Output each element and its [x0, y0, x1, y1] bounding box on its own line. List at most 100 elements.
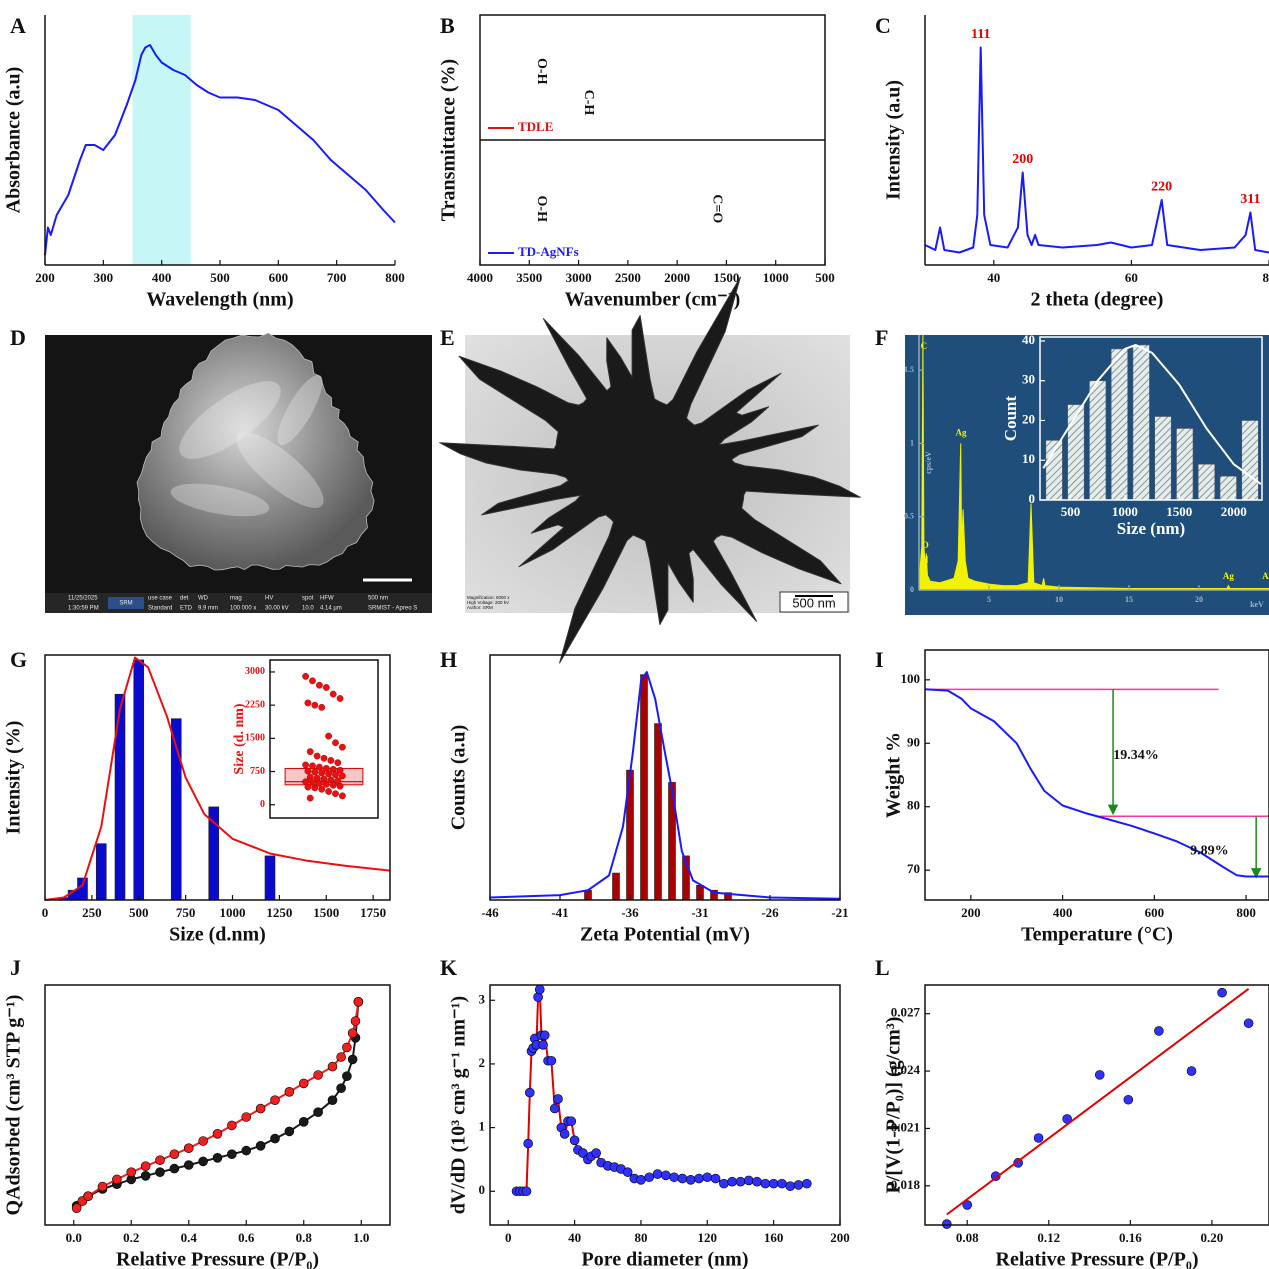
- x-tick-label: 80: [634, 1230, 647, 1245]
- micrograph-label: spot: [302, 596, 314, 602]
- x-tick-label: 1000: [220, 905, 246, 920]
- strip-point: [309, 677, 316, 685]
- data-point: [669, 1172, 679, 1183]
- x-axis-label: Relative Pressure (P/P₀): [996, 1249, 1199, 1269]
- strip-point: [315, 763, 323, 771]
- data-point: [347, 1054, 358, 1065]
- data-point: [255, 1141, 266, 1151]
- x-tick-label: 400: [152, 270, 172, 285]
- data-point: [591, 1148, 601, 1158]
- data-point: [942, 1219, 952, 1229]
- y-axis-label: Count: [1001, 395, 1020, 441]
- strip-point: [322, 780, 330, 788]
- x-axis-label: Relative Pressure (P/P₀): [116, 1249, 319, 1269]
- y-tick-label: 2250: [245, 699, 265, 710]
- micrograph-label: Magnification: 6000 x: [467, 595, 510, 600]
- x-tick-label: 500: [129, 905, 149, 920]
- y-tick-label: 1: [910, 438, 914, 447]
- histogram-bar: [1132, 344, 1150, 501]
- y-axis-label: P/[V(1-P/P₀)] (g/cm³): [883, 1017, 905, 1194]
- strip-point: [311, 768, 319, 776]
- data-line: [924, 46, 1269, 254]
- data-point: [212, 1153, 223, 1163]
- x-tick-label: 750: [176, 905, 196, 920]
- strip-point: [334, 759, 342, 767]
- x-axis-label: Size (nm): [1117, 519, 1185, 538]
- data-point: [313, 1107, 323, 1117]
- strip-point: [338, 743, 346, 751]
- data-point: [727, 1176, 737, 1187]
- inset-background: [270, 660, 378, 818]
- data-point: [298, 1117, 309, 1127]
- annotation: C=O: [709, 194, 724, 223]
- data-point: [523, 1138, 533, 1149]
- legend-label: TDLE: [518, 119, 553, 134]
- plot-frame: [1039, 336, 1263, 501]
- micrograph-label: HFW: [320, 596, 334, 602]
- data-point: [126, 1167, 137, 1177]
- strip-point: [309, 762, 316, 770]
- panel-letter: D: [10, 325, 26, 350]
- x-tick-label: -26: [761, 905, 779, 920]
- y-tick-label: 0: [1029, 491, 1036, 506]
- x-tick-label: 1500: [1166, 504, 1192, 519]
- x-tick-label: 120: [698, 1230, 718, 1245]
- y-tick-label: 0: [260, 799, 265, 810]
- x-tick-label: 400: [1053, 905, 1073, 920]
- data-point: [313, 1070, 323, 1080]
- histogram-bar: [1241, 420, 1259, 501]
- y-tick-label: 30: [1022, 372, 1035, 387]
- x-tick-label: 3500: [516, 270, 542, 285]
- panel-letter: G: [10, 647, 27, 672]
- y-tick-label: 1: [479, 1119, 486, 1134]
- x-axis-label: Size (d.nm): [169, 924, 266, 946]
- data-point: [241, 1112, 252, 1122]
- data-point: [327, 1061, 338, 1072]
- panel-letter: H: [440, 647, 457, 672]
- panel-letter: F: [875, 325, 888, 350]
- histogram-bar: [1197, 463, 1216, 501]
- data-point: [198, 1136, 208, 1146]
- x-tick-label: 500: [210, 270, 230, 285]
- sem-particle: [136, 332, 375, 571]
- data-point: [336, 1083, 346, 1093]
- x-tick-label: 300: [94, 270, 114, 285]
- annotation: 311: [1240, 192, 1260, 207]
- y-tick-label: 70: [907, 861, 920, 876]
- x-tick-label: 4000: [467, 270, 493, 285]
- strip-point: [332, 739, 339, 747]
- data-point: [538, 1040, 548, 1050]
- micrograph-label: ETD: [180, 606, 193, 612]
- plot-frame: [269, 659, 379, 819]
- data-point: [155, 1167, 165, 1177]
- data-point: [198, 1156, 208, 1167]
- x-tick-label: 3000: [566, 270, 592, 285]
- x-tick-label: 0.20: [1201, 1230, 1224, 1245]
- data-point: [644, 1172, 655, 1183]
- strip-point: [318, 785, 326, 793]
- y-tick-label: 20: [1022, 411, 1035, 426]
- data-point: [1033, 1133, 1044, 1143]
- histogram-bar: [1089, 380, 1107, 501]
- panel-letter: J: [10, 955, 21, 980]
- data-point: [183, 1143, 194, 1153]
- x-axis-label: Wavelength (nm): [146, 289, 293, 311]
- x-tick-label: 200: [35, 270, 55, 285]
- data-point: [270, 1095, 280, 1105]
- plot-frame: [479, 14, 826, 266]
- strip-point: [332, 771, 339, 779]
- data-line: [516, 988, 807, 1193]
- x-tick-label: 800: [1236, 905, 1256, 920]
- y-axis-label: QAdsorbed (cm³ STP g⁻¹): [3, 995, 25, 1216]
- sem-fold: [179, 381, 281, 459]
- bar: [640, 674, 648, 901]
- x-axis-label: keV: [1250, 600, 1264, 609]
- x-tick-label: 0.16: [1119, 1230, 1142, 1245]
- data-point: [578, 1148, 588, 1158]
- x-axis-label: Wavenumber (cm⁻¹): [565, 289, 741, 311]
- strip-point: [306, 748, 314, 756]
- plot-frame: [924, 984, 1269, 1226]
- micrograph-label: 1:30:59 PM: [68, 606, 99, 612]
- data-point: [710, 1173, 721, 1184]
- data-point: [777, 1178, 787, 1189]
